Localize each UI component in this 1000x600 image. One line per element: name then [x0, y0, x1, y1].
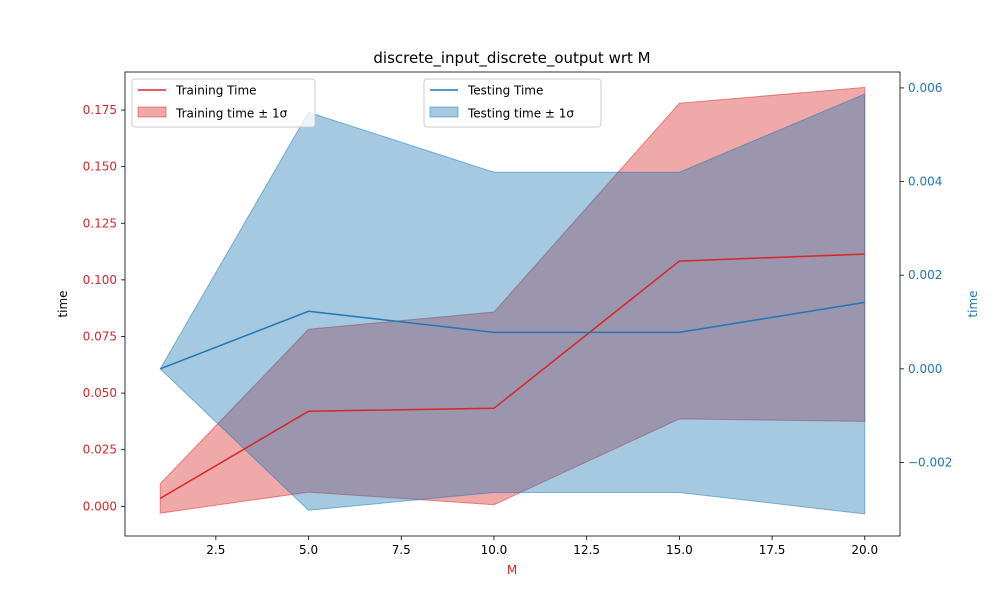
left-y-tick-label: 0.150: [83, 160, 117, 174]
legend-testing-line-label: Testing Time: [467, 84, 543, 98]
right-y-tick-label: 0.006: [908, 81, 942, 95]
x-tick-label: 7.5: [392, 543, 411, 557]
left-y-tick-label: 0.000: [83, 499, 117, 513]
series-1-line: [159, 301, 865, 370]
x-tick-label: 12.5: [573, 543, 600, 557]
right-y-tick-label: 0.002: [908, 268, 942, 282]
legend-testing-band-swatch: [429, 106, 459, 118]
right-y-tick-label: 0.000: [908, 362, 942, 376]
left-y-tick-label: 0.025: [83, 443, 117, 457]
chart-title: discrete_input_discrete_output wrt M: [373, 49, 650, 68]
legend-testing: Testing Time Testing time ± 1σ: [423, 78, 602, 128]
left-y-tick-label: 0.175: [83, 103, 117, 117]
right-y-axis-label: time: [966, 290, 980, 317]
legend-training-band-swatch: [137, 106, 167, 118]
left-y-tick-label: 0.050: [83, 386, 117, 400]
legend-testing-box: [423, 78, 602, 128]
x-tick-label: 20.0: [851, 543, 878, 557]
x-tick-label: 15.0: [666, 543, 693, 557]
x-tick-label: 2.5: [206, 543, 225, 557]
x-axis-label: M: [507, 563, 517, 577]
right-y-tick-label: 0.004: [908, 175, 942, 189]
x-tick-label: 17.5: [759, 543, 786, 557]
plot-frame: [124, 71, 901, 537]
right-y-tick-label: −0.002: [908, 455, 952, 469]
legend-training-line-label: Training Time: [175, 84, 257, 98]
left-y-tick-label: 0.100: [83, 273, 117, 287]
legend-training-band-label: Training time ± 1σ: [175, 107, 288, 121]
left-y-tick-label: 0.125: [83, 216, 117, 230]
legend-training-box: [131, 78, 316, 128]
series-1-std-band: [159, 93, 866, 515]
legend-testing-band-label: Testing time ± 1σ: [467, 107, 574, 121]
x-tick-label: 10.0: [481, 543, 508, 557]
series-0-line: [159, 253, 865, 500]
left-y-tick-label: 0.075: [83, 329, 117, 343]
left-y-axis-label: time: [56, 290, 70, 317]
legend-training: Training Time Training time ± 1σ: [131, 78, 316, 128]
x-tick-label: 5.0: [299, 543, 318, 557]
